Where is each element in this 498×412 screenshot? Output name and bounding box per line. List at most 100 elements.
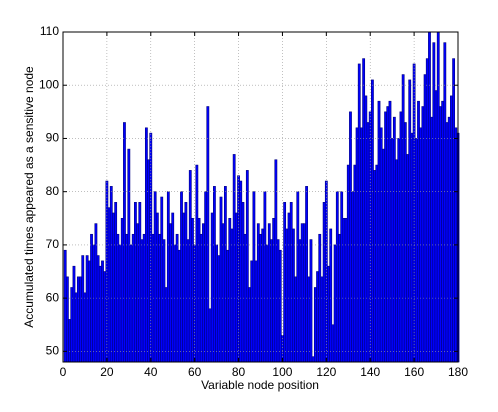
bar	[375, 164, 379, 363]
bar	[94, 223, 98, 363]
bar	[331, 324, 335, 363]
bar	[377, 100, 381, 363]
bar	[202, 223, 205, 363]
bar	[351, 191, 355, 363]
bar	[215, 244, 219, 363]
bar	[101, 260, 104, 363]
bar	[147, 159, 150, 363]
bar	[445, 122, 449, 363]
bar	[366, 122, 370, 363]
bar	[208, 308, 212, 363]
bar	[430, 116, 434, 363]
bar	[226, 249, 229, 363]
bar	[283, 202, 287, 363]
bar	[450, 95, 453, 363]
bar	[123, 122, 126, 363]
bar	[417, 100, 420, 363]
bar	[401, 74, 405, 363]
x-tick-label: 180	[448, 365, 468, 379]
bar	[397, 138, 401, 363]
bar	[344, 217, 348, 363]
bar	[371, 79, 374, 363]
bar	[313, 287, 317, 363]
bar	[333, 244, 337, 363]
bar	[406, 154, 409, 363]
bar	[248, 287, 251, 363]
bar	[302, 223, 306, 363]
bar	[320, 276, 324, 363]
bar	[228, 217, 232, 363]
bar	[395, 159, 398, 363]
bar	[87, 260, 91, 363]
bar	[239, 180, 243, 363]
bar	[85, 255, 89, 363]
bar	[92, 244, 96, 363]
bar	[81, 255, 85, 363]
bar	[68, 319, 71, 363]
bar	[329, 228, 333, 363]
bar	[160, 196, 164, 363]
bar	[388, 100, 392, 363]
bar	[263, 191, 267, 363]
bar	[72, 265, 76, 363]
bar	[112, 212, 115, 363]
bar	[234, 212, 238, 363]
x-tick-label: 100	[272, 365, 292, 379]
bar	[164, 287, 168, 363]
bar	[432, 42, 436, 363]
bar	[428, 31, 431, 363]
bar	[120, 217, 124, 363]
bar	[265, 244, 269, 363]
bar	[392, 116, 396, 363]
bar	[443, 42, 447, 363]
y-tick-label: 100	[39, 77, 59, 91]
bar	[362, 58, 366, 363]
bar	[210, 212, 214, 363]
bar	[340, 191, 344, 363]
bar	[261, 228, 265, 363]
bar	[289, 202, 293, 363]
bar	[335, 191, 339, 363]
bar	[186, 239, 190, 363]
bar	[98, 265, 102, 363]
y-tick-label: 80	[46, 184, 60, 198]
bar	[309, 239, 313, 363]
bar	[349, 111, 352, 363]
x-tick-label: 140	[360, 365, 380, 379]
bar	[300, 223, 304, 363]
bar	[107, 207, 111, 363]
bar	[270, 239, 273, 363]
x-tick-label: 0	[60, 365, 67, 379]
bar	[373, 170, 377, 363]
bar	[436, 31, 440, 363]
bar	[127, 148, 131, 363]
bar	[421, 106, 425, 363]
bar	[256, 223, 260, 363]
bar	[206, 106, 210, 363]
bar	[434, 90, 438, 363]
y-tick-label: 110	[40, 24, 59, 38]
bar	[173, 244, 177, 363]
bar	[177, 249, 181, 363]
bar	[274, 159, 278, 363]
bar	[204, 191, 208, 363]
bar	[250, 260, 254, 363]
bar	[140, 239, 144, 363]
bar	[223, 186, 227, 363]
bar	[423, 74, 427, 363]
bar	[298, 239, 302, 363]
bar	[171, 212, 175, 363]
bar	[294, 276, 298, 363]
bar	[441, 100, 445, 363]
bar	[191, 217, 194, 363]
x-axis-label: Variable node position	[201, 378, 319, 392]
bar	[195, 164, 199, 363]
x-tick-label: 20	[100, 365, 114, 379]
y-tick-label: 50	[46, 344, 60, 358]
bar	[166, 191, 170, 363]
bar	[241, 202, 245, 363]
x-tick-label: 120	[316, 365, 336, 379]
bar	[316, 271, 319, 363]
bar	[79, 276, 82, 363]
